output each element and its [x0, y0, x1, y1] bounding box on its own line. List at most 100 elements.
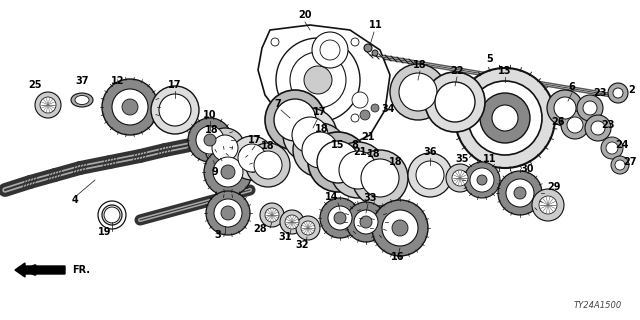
- Text: 5: 5: [486, 54, 493, 64]
- Text: 4: 4: [72, 195, 78, 205]
- Circle shape: [352, 150, 408, 206]
- Circle shape: [372, 200, 428, 256]
- Circle shape: [492, 105, 518, 131]
- Circle shape: [238, 144, 266, 172]
- Circle shape: [382, 210, 418, 246]
- Circle shape: [320, 198, 360, 238]
- Circle shape: [613, 88, 623, 98]
- Circle shape: [360, 216, 372, 228]
- Text: 31: 31: [278, 232, 292, 242]
- Circle shape: [477, 175, 487, 185]
- Circle shape: [214, 199, 242, 227]
- Circle shape: [577, 95, 603, 121]
- Text: 35: 35: [455, 154, 468, 164]
- Circle shape: [212, 135, 238, 161]
- Text: 15: 15: [332, 140, 345, 150]
- Circle shape: [204, 134, 216, 146]
- Text: 21: 21: [361, 132, 375, 142]
- Circle shape: [290, 52, 346, 108]
- Text: 28: 28: [253, 224, 267, 234]
- Circle shape: [464, 162, 500, 198]
- FancyArrow shape: [15, 263, 65, 277]
- Circle shape: [606, 142, 618, 154]
- Ellipse shape: [75, 95, 89, 105]
- Text: 18: 18: [413, 60, 427, 70]
- Circle shape: [221, 206, 235, 220]
- Text: 6: 6: [568, 82, 575, 92]
- Circle shape: [328, 206, 352, 230]
- Circle shape: [274, 99, 316, 141]
- Circle shape: [122, 99, 138, 115]
- Circle shape: [554, 97, 576, 119]
- Circle shape: [265, 208, 279, 222]
- Circle shape: [452, 170, 468, 186]
- Text: 7: 7: [275, 99, 282, 109]
- Circle shape: [480, 93, 530, 143]
- Circle shape: [98, 201, 126, 229]
- Circle shape: [532, 189, 564, 221]
- Circle shape: [611, 156, 629, 174]
- Text: 3: 3: [214, 230, 221, 240]
- Circle shape: [361, 159, 399, 197]
- Circle shape: [360, 110, 370, 120]
- Text: 11: 11: [483, 154, 497, 164]
- Circle shape: [271, 114, 279, 122]
- Circle shape: [334, 212, 346, 224]
- Circle shape: [308, 132, 368, 192]
- Text: TY24A1500: TY24A1500: [574, 300, 622, 309]
- Text: 17: 17: [248, 135, 262, 145]
- Circle shape: [301, 221, 315, 235]
- Text: 24: 24: [615, 140, 628, 150]
- Text: 17: 17: [313, 107, 327, 117]
- Circle shape: [539, 196, 557, 214]
- Circle shape: [591, 121, 605, 135]
- Circle shape: [104, 207, 120, 223]
- Text: 1: 1: [369, 20, 376, 30]
- Circle shape: [446, 164, 474, 192]
- Text: 37: 37: [76, 76, 89, 86]
- Circle shape: [285, 215, 299, 229]
- Text: 26: 26: [551, 117, 564, 127]
- Circle shape: [304, 66, 332, 94]
- Circle shape: [561, 111, 589, 139]
- Text: 30: 30: [520, 164, 534, 174]
- Circle shape: [271, 38, 279, 46]
- Circle shape: [102, 79, 158, 135]
- Circle shape: [372, 50, 378, 56]
- Text: 23: 23: [601, 120, 615, 130]
- Circle shape: [283, 108, 337, 162]
- Circle shape: [213, 157, 243, 187]
- Circle shape: [390, 64, 446, 120]
- Text: 29: 29: [547, 182, 561, 192]
- Circle shape: [151, 86, 199, 134]
- Circle shape: [583, 101, 597, 115]
- Text: 9: 9: [212, 167, 218, 177]
- Text: 33: 33: [364, 193, 377, 203]
- Circle shape: [615, 160, 625, 170]
- Circle shape: [608, 83, 628, 103]
- Text: 20: 20: [298, 10, 312, 20]
- Circle shape: [159, 94, 191, 126]
- Text: 18: 18: [261, 141, 275, 151]
- Circle shape: [351, 38, 359, 46]
- Circle shape: [339, 151, 377, 189]
- Ellipse shape: [71, 93, 93, 107]
- Circle shape: [260, 203, 284, 227]
- Text: 10: 10: [204, 110, 217, 120]
- Circle shape: [346, 202, 386, 242]
- Text: FR.: FR.: [72, 265, 90, 275]
- Circle shape: [468, 81, 542, 155]
- Circle shape: [205, 128, 245, 168]
- Circle shape: [498, 171, 542, 215]
- Circle shape: [455, 68, 555, 168]
- Text: 25: 25: [28, 80, 42, 90]
- Circle shape: [392, 220, 408, 236]
- Text: 36: 36: [423, 147, 436, 157]
- Text: 1: 1: [374, 20, 381, 30]
- Text: 22: 22: [451, 66, 464, 76]
- Text: 23: 23: [593, 88, 607, 98]
- Text: 18: 18: [367, 149, 381, 159]
- Text: 18: 18: [205, 125, 219, 135]
- Text: 14: 14: [325, 192, 339, 202]
- Circle shape: [254, 151, 282, 179]
